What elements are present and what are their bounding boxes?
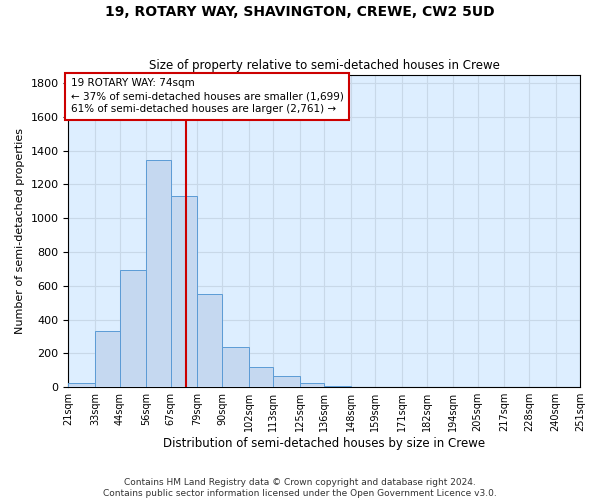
Bar [248,367,273,387]
Bar [146,160,171,387]
Y-axis label: Number of semi-detached properties: Number of semi-detached properties [15,128,25,334]
Text: Contains HM Land Registry data © Crown copyright and database right 2024.
Contai: Contains HM Land Registry data © Crown c… [103,478,497,498]
Text: 19, ROTARY WAY, SHAVINGTON, CREWE, CW2 5UD: 19, ROTARY WAY, SHAVINGTON, CREWE, CW2 5… [105,5,495,19]
Title: Size of property relative to semi-detached houses in Crewe: Size of property relative to semi-detach… [149,59,500,72]
Bar [68,383,95,387]
Bar [197,294,222,387]
Bar [171,196,197,387]
Bar [222,346,248,387]
Text: 19 ROTARY WAY: 74sqm
← 37% of semi-detached houses are smaller (1,699)
61% of se: 19 ROTARY WAY: 74sqm ← 37% of semi-detac… [71,78,344,114]
X-axis label: Distribution of semi-detached houses by size in Crewe: Distribution of semi-detached houses by … [163,437,485,450]
Bar [95,332,119,387]
Bar [300,383,324,387]
Bar [324,386,351,387]
Bar [273,376,300,387]
Bar [119,270,146,387]
